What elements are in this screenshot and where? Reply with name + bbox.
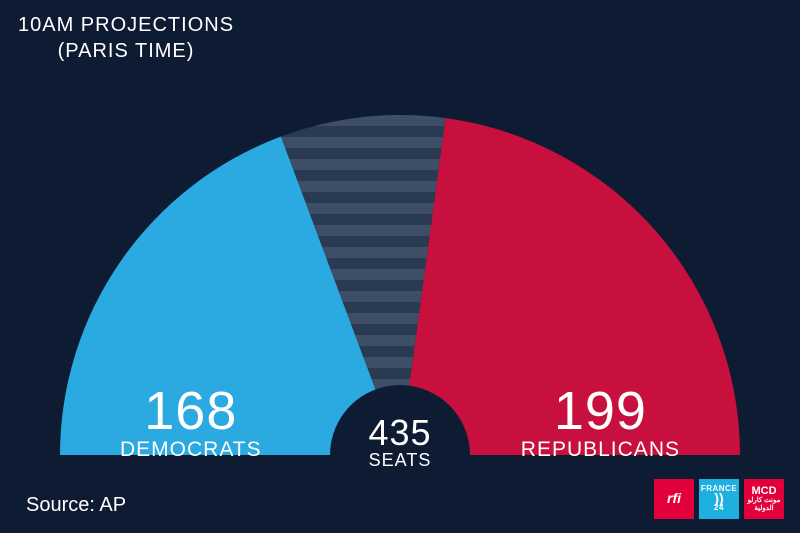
logo-row: rfi FRANCE )) 24 MCD مونت كارلو الدولية [654, 479, 784, 519]
republicans-count: 199 [521, 380, 680, 442]
header-title: 10AM PROJECTIONS (PARIS TIME) [18, 12, 234, 64]
total-name: SEATS [368, 450, 431, 471]
header-line1: 10AM PROJECTIONS [18, 12, 234, 38]
total-count: 435 [368, 412, 431, 454]
republicans-name: REPUBLICANS [521, 438, 680, 462]
france24-logo: FRANCE )) 24 [699, 479, 739, 519]
total-label-group: 435 SEATS [368, 412, 431, 471]
democrats-name: DEMOCRATS [120, 438, 262, 462]
democrats-label-group: 168 DEMOCRATS [120, 380, 262, 462]
source-prefix: Source: [26, 494, 95, 516]
source-value: AP [99, 494, 126, 516]
republicans-label-group: 199 REPUBLICANS [521, 380, 680, 462]
mcd-logo: MCD مونت كارلو الدولية [744, 479, 784, 519]
democrats-count: 168 [120, 380, 262, 442]
rfi-logo: rfi [654, 479, 694, 519]
header-line2: (PARIS TIME) [18, 38, 234, 64]
source-text: Source: AP [26, 494, 126, 517]
